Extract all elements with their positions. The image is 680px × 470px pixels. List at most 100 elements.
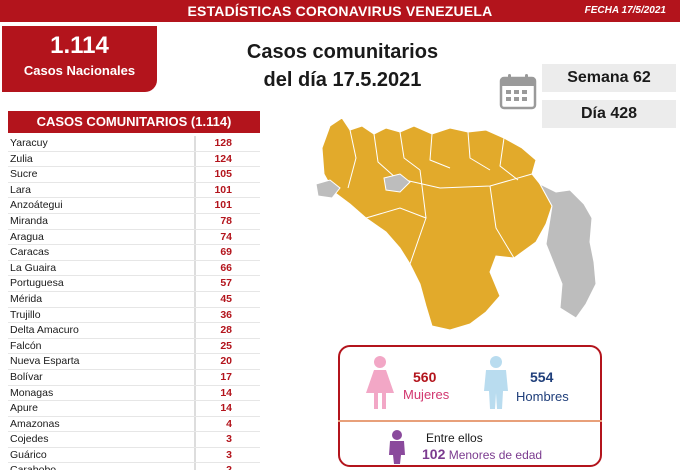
- case-count: 14: [220, 402, 232, 415]
- table-row: Anzoátegui 101: [8, 198, 260, 214]
- table-row: Portuguesa 57: [8, 276, 260, 292]
- case-count: 2: [226, 463, 232, 470]
- case-count: 101: [214, 199, 232, 212]
- map-unaffected-zulia-south: [315, 179, 341, 199]
- national-cases-count: 1.114: [50, 32, 109, 59]
- heading-line-1: Casos comunitarios: [246, 41, 439, 63]
- map-unaffected-east: [538, 182, 597, 319]
- column-divider: [194, 151, 196, 167]
- state-name: Yaracuy: [10, 137, 48, 149]
- table-row: Falcón 25: [8, 338, 260, 355]
- page-title: ESTADÍSTICAS CORONAVIRUS VENEZUELA: [187, 3, 493, 19]
- table-row: Aragua 74: [8, 229, 260, 246]
- table-row: Amazonas 4: [8, 416, 260, 433]
- table-row: Guárico 3: [8, 447, 260, 464]
- state-name: Mérida: [10, 292, 43, 305]
- column-divider: [194, 276, 196, 291]
- table-row: Caracas 69: [8, 245, 260, 261]
- case-count: 28: [220, 324, 232, 337]
- cases-table: Yaracuy 128 Zulia 124 Sucre 105 Lara 101 Anzoáte…: [8, 136, 260, 470]
- column-divider: [194, 338, 196, 354]
- table-row: Nueva Esparta 20: [8, 354, 260, 370]
- date-label: FECHA 17/5/2021: [584, 5, 666, 16]
- state-name: Miranda: [10, 214, 48, 227]
- state-name: Cojedes: [10, 433, 49, 446]
- case-count: 17: [220, 370, 232, 383]
- column-divider: [194, 354, 196, 369]
- kids-label: Menores de edad: [448, 448, 543, 462]
- case-count: 36: [220, 308, 232, 321]
- map-unaffected-center: [383, 173, 411, 193]
- state-name: Aragua: [10, 230, 44, 243]
- week-box: Semana 62: [542, 64, 676, 92]
- national-cases-label: Casos Nacionales: [23, 63, 136, 78]
- kids-intro-label: Entre ellos: [426, 431, 483, 445]
- case-count: 74: [220, 230, 232, 243]
- column-divider: [194, 136, 196, 151]
- table-row: Mérida 45: [8, 291, 260, 308]
- heading-line-2: del día 17.5.2021: [263, 69, 422, 91]
- state-name: Caracas: [10, 246, 50, 259]
- table-row: Monagas 14: [8, 385, 260, 402]
- table-row: Zulia 124: [8, 151, 260, 168]
- table-row: Miranda 78: [8, 213, 260, 230]
- state-name: Anzoátegui: [10, 199, 63, 212]
- column-divider: [194, 167, 196, 182]
- case-count: 128: [214, 137, 232, 149]
- table-row: Apure 14: [8, 401, 260, 417]
- column-divider: [194, 401, 196, 416]
- case-count: 101: [214, 183, 232, 196]
- table-row: La Guaira 66: [8, 260, 260, 277]
- state-name: Monagas: [10, 386, 54, 399]
- case-count: 45: [220, 292, 232, 305]
- state-name: Falcón: [10, 339, 42, 352]
- case-count: 4: [226, 417, 232, 430]
- state-name: Nueva Esparta: [10, 355, 80, 368]
- table-row: Cojedes 3: [8, 432, 260, 448]
- table-row: Sucre 105: [8, 167, 260, 183]
- case-count: 78: [220, 214, 232, 227]
- card-divider: [338, 420, 602, 422]
- column-divider: [194, 182, 196, 198]
- column-divider: [194, 291, 196, 307]
- table-row: Bolívar 17: [8, 369, 260, 386]
- day-box: Día 428: [542, 100, 676, 128]
- header-bar: ESTADÍSTICAS CORONAVIRUS VENEZUELA FECHA…: [0, 0, 680, 22]
- national-cases-card: 1.114 Casos Nacionales: [2, 26, 157, 92]
- cases-table-header: CASOS COMUNITARIOS (1.114): [8, 111, 260, 133]
- case-count: 124: [214, 152, 232, 165]
- men-label: Hombres: [516, 389, 569, 404]
- case-count: 25: [220, 339, 232, 352]
- state-name: Delta Amacuro: [10, 324, 79, 337]
- column-divider: [194, 198, 196, 213]
- column-divider: [194, 307, 196, 323]
- table-row: Delta Amacuro 28: [8, 323, 260, 339]
- column-divider: [194, 213, 196, 229]
- column-divider: [194, 260, 196, 276]
- table-row: Lara 101: [8, 182, 260, 199]
- table-row: Trujillo 36: [8, 307, 260, 324]
- men-count: 554: [530, 369, 554, 385]
- column-divider: [194, 229, 196, 245]
- state-name: Sucre: [10, 168, 38, 181]
- case-count: 3: [226, 448, 232, 461]
- state-name: Amazonas: [10, 417, 60, 430]
- state-name: La Guaira: [10, 261, 57, 274]
- column-divider: [194, 245, 196, 260]
- venezuela-map: [315, 117, 597, 331]
- child-icon: [389, 430, 405, 464]
- man-icon: [484, 356, 508, 409]
- column-divider: [194, 323, 196, 338]
- map-affected-region: [321, 117, 553, 331]
- women-label: Mujeres: [403, 387, 450, 402]
- case-count: 20: [220, 355, 232, 368]
- woman-icon: [366, 356, 394, 409]
- state-name: Apure: [10, 402, 39, 415]
- column-divider: [194, 447, 196, 463]
- column-divider: [194, 369, 196, 385]
- case-count: 14: [220, 386, 232, 399]
- gender-breakdown-card: 560 Mujeres 554 Hombres Entre ellos 102 …: [338, 345, 602, 467]
- case-count: 66: [220, 261, 232, 274]
- column-divider: [194, 463, 196, 470]
- kids-count: 102: [422, 446, 446, 462]
